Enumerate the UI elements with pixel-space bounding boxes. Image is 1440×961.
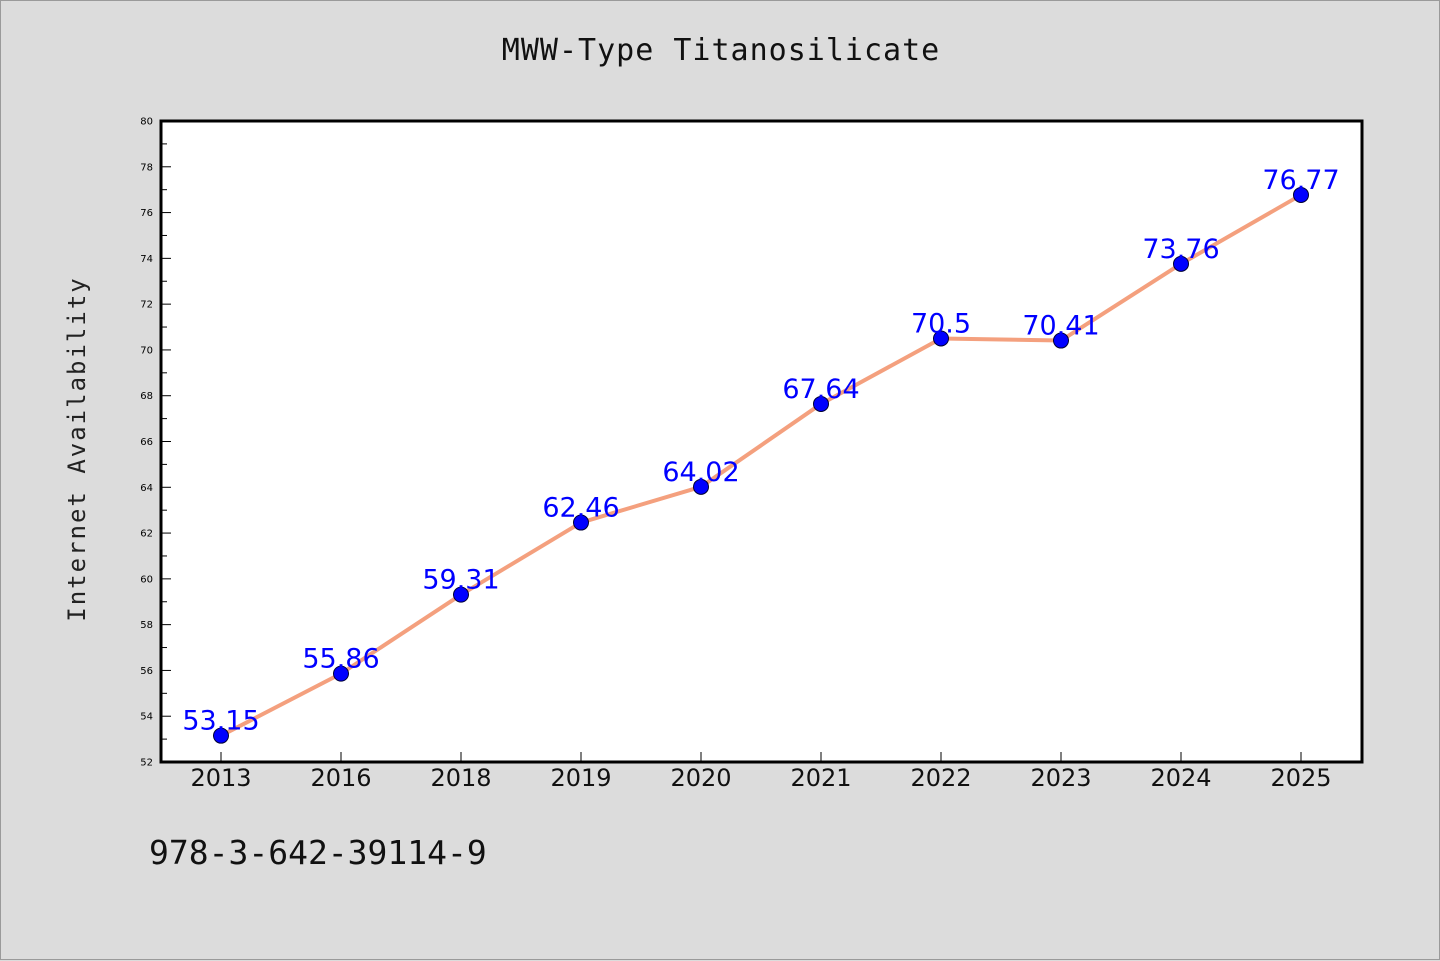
y-tick-label: 76 bbox=[140, 208, 153, 219]
y-tick-label: 52 bbox=[140, 758, 153, 769]
data-point bbox=[213, 727, 229, 744]
series-line bbox=[219, 192, 1303, 738]
y-tick-label: 70 bbox=[140, 345, 153, 356]
data-label: 73.76 bbox=[1142, 234, 1219, 265]
data-point bbox=[1053, 332, 1069, 349]
y-tick-label: 62 bbox=[140, 529, 153, 540]
data-labels-group: 53.15 55.86 59.31 62.46 64.02 67.64 70.5 70.41 7… bbox=[182, 165, 1339, 737]
data-point bbox=[573, 514, 589, 531]
data-label: 55.86 bbox=[302, 644, 379, 675]
data-label: 70.41 bbox=[1022, 311, 1099, 342]
x-axis: 2013 2016 2018 2019 2020 2021 2022 2023 2024 2025 bbox=[190, 752, 1332, 792]
y-tick-label: 56 bbox=[140, 666, 153, 677]
footer-code: 978-3-642-39114-9 bbox=[149, 833, 487, 872]
plot-area bbox=[159, 119, 1364, 764]
series-group bbox=[213, 186, 1309, 744]
y-tick-label: 74 bbox=[140, 254, 153, 265]
data-label: 59.31 bbox=[422, 565, 499, 596]
data-label: 64.02 bbox=[662, 457, 739, 488]
x-tick-label: 2020 bbox=[670, 764, 731, 792]
y-tick-label: 66 bbox=[140, 437, 153, 448]
data-point bbox=[333, 665, 349, 682]
x-tick-label: 2025 bbox=[1270, 764, 1331, 792]
y-tick-label: 78 bbox=[140, 162, 153, 173]
x-tick-label: 2019 bbox=[550, 764, 611, 792]
x-tick-label: 2024 bbox=[1150, 764, 1211, 792]
data-point bbox=[1293, 186, 1309, 203]
data-point bbox=[933, 330, 949, 347]
data-label: 53.15 bbox=[182, 706, 259, 737]
y-tick-label: 58 bbox=[140, 620, 153, 631]
data-point bbox=[693, 478, 709, 495]
chart-title: MWW-Type Titanosilicate bbox=[501, 33, 941, 68]
y-axis: 52 54 56 58 60 62 64 66 68 70 72 74 76 78 80 bbox=[140, 117, 171, 769]
x-tick-label: 2022 bbox=[910, 764, 971, 792]
x-tick-label: 2023 bbox=[1030, 764, 1091, 792]
data-label: 62.46 bbox=[542, 493, 619, 524]
y-tick-label: 72 bbox=[140, 300, 153, 311]
data-point bbox=[813, 395, 829, 412]
y-tick-label: 68 bbox=[140, 391, 153, 402]
data-point bbox=[453, 586, 469, 603]
x-tick-label: 2013 bbox=[190, 764, 251, 792]
data-point bbox=[1173, 255, 1189, 272]
y-tick-label: 64 bbox=[140, 483, 153, 494]
x-tick-label: 2021 bbox=[790, 764, 851, 792]
x-tick-label: 2016 bbox=[310, 764, 371, 792]
y-tick-label: 80 bbox=[140, 117, 153, 128]
y-tick-label: 54 bbox=[140, 712, 153, 723]
x-tick-label: 2018 bbox=[430, 764, 491, 792]
y-tick-label: 60 bbox=[140, 574, 153, 585]
data-label: 76.77 bbox=[1262, 165, 1339, 196]
data-label: 70.5 bbox=[911, 308, 971, 339]
data-label: 67.64 bbox=[782, 374, 859, 405]
